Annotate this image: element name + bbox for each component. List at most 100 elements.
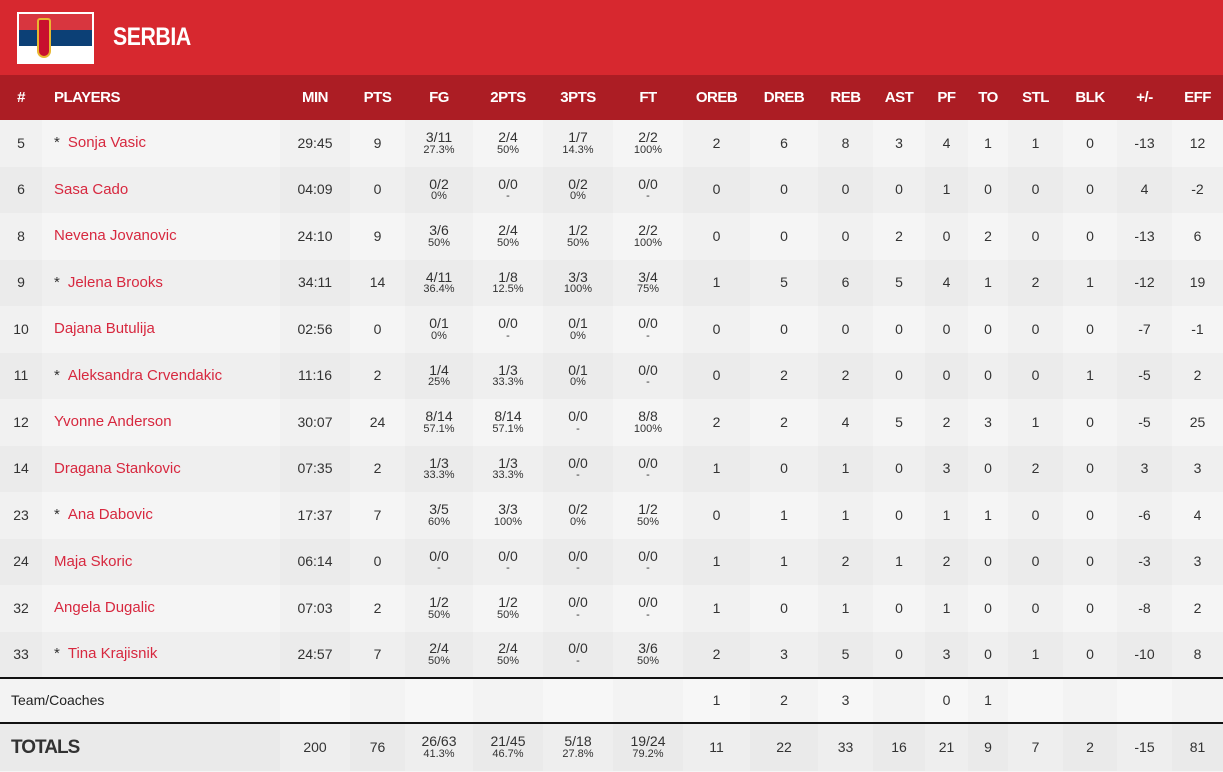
column-header[interactable]: +/- (1117, 75, 1172, 120)
stat-ft-value: 0/0 (638, 547, 658, 564)
stat-stl: 2 (1008, 259, 1063, 306)
stat-pf-value: 3 (942, 460, 951, 477)
column-header[interactable]: STL (1008, 75, 1063, 120)
player-name-link[interactable]: Jelena Brooks (67, 273, 163, 291)
stat-pm-value: -13 (1134, 227, 1155, 244)
stat-pf-value: 21 (938, 739, 955, 756)
stat-ast: 2 (873, 213, 925, 260)
stat-reb-value: 4 (841, 413, 850, 430)
player-name-link[interactable]: Maja Skoric (54, 552, 133, 570)
player-name-link[interactable]: Ana Dabovic (67, 506, 153, 524)
player-name-link[interactable]: Dajana Butulija (54, 320, 155, 338)
stat-pts: 7 (350, 631, 405, 678)
column-header[interactable]: AST (873, 75, 925, 120)
stat-pts-value: 0 (373, 553, 382, 570)
stat-pm-value: -10 (1134, 645, 1155, 662)
stat-ft-percent: 100% (633, 143, 663, 156)
column-header[interactable]: MIN (280, 75, 350, 120)
stat-oreb: 1 (683, 259, 750, 306)
stat-pm: -8 (1117, 585, 1172, 632)
player-name-link[interactable]: Yvonne Anderson (54, 413, 172, 431)
stat-dreb: 0 (750, 306, 818, 353)
box-score-table: # PLAYERS MIN PTS FG 2PTS 3PTS FT OREB DREB REB AST… (0, 75, 1223, 771)
column-header[interactable]: EFF (1172, 75, 1223, 120)
column-header[interactable]: REB (818, 75, 873, 120)
player-name-link[interactable]: Sasa Cado (54, 180, 129, 198)
stat-ast: 0 (873, 492, 925, 539)
stat-p3: 1/7 14.3% (543, 120, 613, 167)
stat-p2-value: 8/14 (494, 408, 522, 425)
stat-p2-percent: 50% (496, 236, 520, 249)
stat-p3: 0/1 0% (543, 306, 613, 353)
stat-p3-value: 0/2 (568, 175, 588, 192)
stat-to: 1 (968, 259, 1008, 306)
stat-min (280, 677, 350, 724)
stat-pf: 0 (925, 352, 968, 399)
stat-ft: 0/0- (613, 585, 683, 632)
starter-marker: * (54, 366, 60, 384)
player-name-link[interactable]: Nevena Jovanovic (54, 227, 177, 245)
stat-eff: 19 (1172, 259, 1223, 306)
column-header[interactable]: PLAYERS (42, 75, 280, 120)
stat-min: 06:14 (280, 538, 350, 585)
player-name-link[interactable]: Aleksandra Crvendakic (67, 366, 223, 384)
stat-oreb-value: 1 (712, 599, 721, 616)
stat-to-value: 2 (984, 227, 992, 244)
stat-reb-value: 0 (841, 320, 850, 337)
column-header[interactable]: TO (968, 75, 1008, 120)
stat-blk: 0 (1063, 538, 1117, 585)
stat-ft-value: 3/6 (638, 640, 658, 657)
column-header[interactable]: OREB (683, 75, 750, 120)
stat-to: 0 (968, 631, 1008, 678)
stat-pf: 21 (925, 723, 968, 771)
stat-eff-value: 8 (1193, 645, 1202, 662)
column-header[interactable]: DREB (750, 75, 818, 120)
stat-p3: 1/2 50% (543, 213, 613, 260)
player-name-link[interactable]: Sonja Vasic (67, 134, 146, 152)
stat-fg-value: 1/2 (429, 594, 449, 611)
player-cell: * Aleksandra Crvendakic (42, 352, 280, 399)
stat-fg: 2/4 50% (405, 631, 473, 678)
stat-min: 02:56 (280, 306, 350, 353)
player-name-link[interactable]: Tina Krajisnik (67, 645, 158, 663)
stat-fg-value: 0/0 (429, 547, 449, 564)
stat-ft-percent: 100% (633, 236, 663, 249)
player-row: 9 * Jelena Brooks 34:11 14 4/11 36.4% 1/8 12.5% 3… (0, 259, 1223, 306)
player-name-link[interactable]: Dragana Stankovic (54, 459, 181, 477)
stat-reb: 3 (818, 677, 873, 724)
stat-ft: 2/2 100% (613, 213, 683, 260)
column-header[interactable]: PTS (350, 75, 405, 120)
stat-fg (405, 677, 473, 724)
column-header[interactable]: # (0, 75, 42, 120)
player-name-link[interactable]: Angela Dugalic (54, 599, 155, 617)
header-row: # PLAYERS MIN PTS FG 2PTS 3PTS FT OREB DREB REB AST… (0, 75, 1223, 120)
team-coaches-label: Team/Coaches (0, 677, 280, 724)
stat-fg-percent: 27.3% (423, 143, 455, 156)
stat-eff: 2 (1172, 585, 1223, 632)
stat-pf-value: 3 (942, 645, 951, 662)
stat-ft-value: 2/2 (638, 222, 658, 239)
stat-ft-value: 8/8 (638, 408, 658, 425)
column-header[interactable]: BLK (1063, 75, 1117, 120)
stat-reb-value: 0 (841, 181, 850, 198)
stat-to: 1 (968, 120, 1008, 167)
stat-fg: 26/63 41.3% (405, 723, 473, 771)
column-header[interactable]: 2PTS (473, 75, 543, 120)
stat-blk: 0 (1063, 631, 1117, 678)
column-header[interactable]: PF (925, 75, 968, 120)
column-header[interactable]: 3PTS (543, 75, 613, 120)
stat-pf-value: 2 (942, 413, 951, 430)
stat-stl: 1 (1008, 631, 1063, 678)
stat-eff-value: 4 (1193, 506, 1202, 523)
stat-pf-value: 0 (942, 367, 951, 384)
stat-blk: 0 (1063, 120, 1117, 167)
stat-p2-value: 0/0 (498, 175, 518, 192)
column-header[interactable]: FT (613, 75, 683, 120)
stat-ft-value: 0/0 (638, 315, 658, 332)
stat-p3-percent: 50% (566, 236, 590, 249)
stat-oreb: 2 (683, 120, 750, 167)
column-header[interactable]: FG (405, 75, 473, 120)
stat-eff: -1 (1172, 306, 1223, 353)
stat-dreb: 2 (750, 399, 818, 446)
stat-eff: 4 (1172, 492, 1223, 539)
